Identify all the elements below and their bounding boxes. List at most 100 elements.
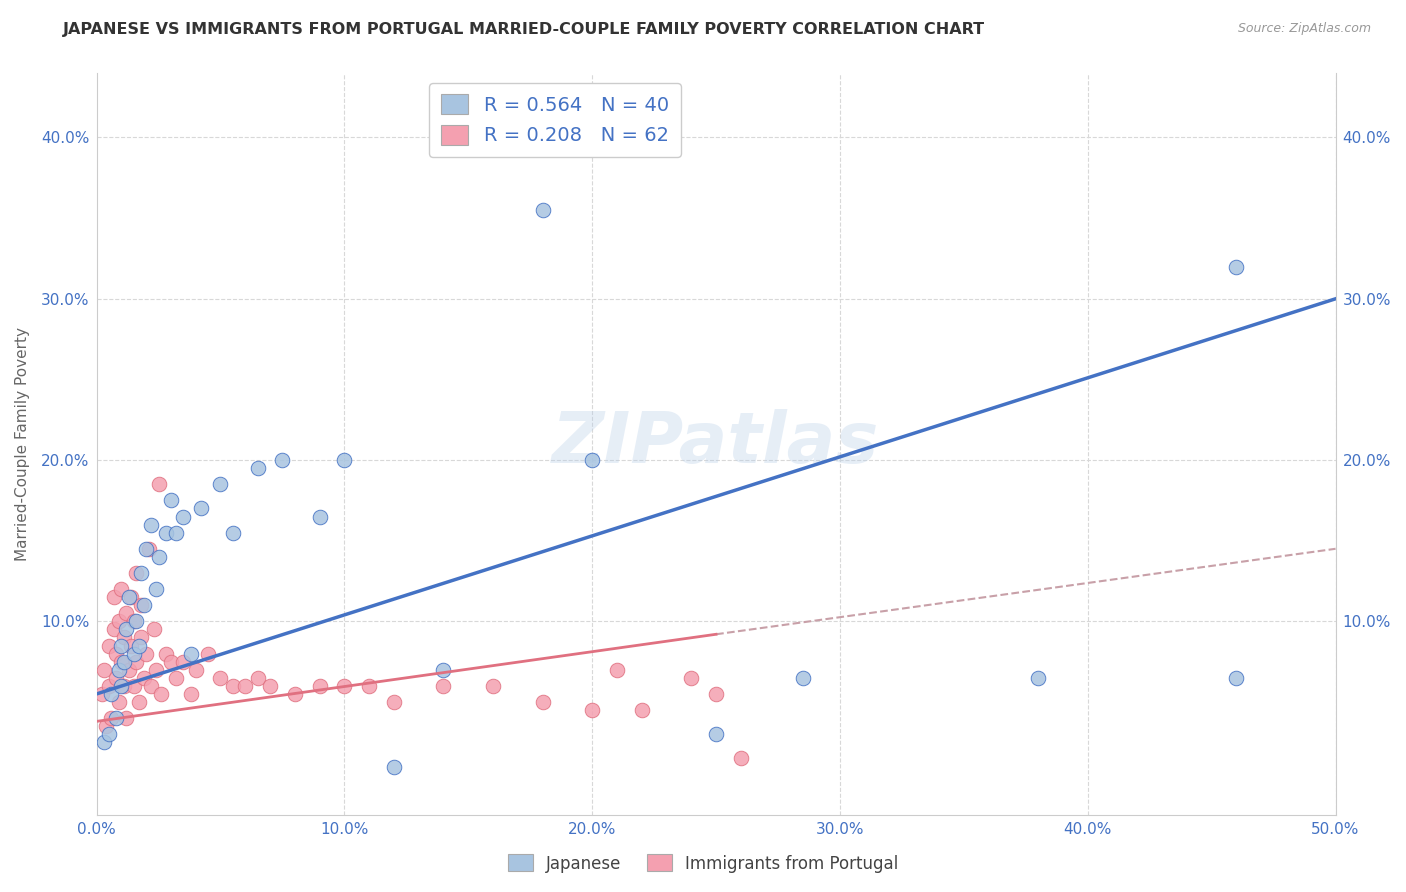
Legend: Japanese, Immigrants from Portugal: Japanese, Immigrants from Portugal [501,847,905,880]
Point [125,566,148,580]
Point [382,759,405,773]
Point [115,623,138,637]
Point [482,679,505,693]
Point [125,615,148,629]
Point [105,711,128,725]
Point [180,687,202,701]
Point [112,655,135,669]
Point [172,655,194,669]
Point [139,517,162,532]
Y-axis label: Married-Couple Family Poverty: Married-Couple Family Poverty [15,327,30,561]
Point [96,719,118,733]
Point [110,679,132,693]
Point [128,639,150,653]
Point [93,735,115,749]
Point [233,679,256,693]
Point [122,647,145,661]
Point [704,727,727,741]
Point [138,541,160,556]
Point [209,477,232,491]
Point [1225,260,1247,274]
Point [97,639,120,653]
Point [1225,671,1247,685]
Point [132,599,155,613]
Point [259,679,281,693]
Point [145,663,167,677]
Point [97,679,120,693]
Point [197,647,219,661]
Point [165,671,187,685]
Point [792,671,814,685]
Point [103,623,125,637]
Point [165,525,187,540]
Point [125,655,148,669]
Point [606,663,628,677]
Point [184,663,207,677]
Point [359,679,381,693]
Point [160,493,183,508]
Point [100,687,122,701]
Point [246,671,269,685]
Point [432,679,454,693]
Point [704,687,727,701]
Point [115,607,138,621]
Point [100,711,122,725]
Point [93,663,115,677]
Text: Source: ZipAtlas.com: Source: ZipAtlas.com [1237,22,1371,36]
Point [90,687,112,701]
Point [531,695,554,709]
Point [145,582,167,596]
Point [284,687,307,701]
Point [271,453,294,467]
Point [581,703,603,717]
Point [333,679,356,693]
Point [118,590,141,604]
Point [108,615,131,629]
Point [129,631,152,645]
Point [308,509,330,524]
Point [112,631,135,645]
Point [118,663,141,677]
Point [222,679,245,693]
Point [730,751,752,765]
Point [160,655,183,669]
Point [110,639,132,653]
Point [630,703,652,717]
Point [139,679,162,693]
Point [246,461,269,475]
Point [155,525,177,540]
Point [103,590,125,604]
Point [122,679,145,693]
Point [1026,671,1049,685]
Point [148,549,170,564]
Point [120,639,142,653]
Point [149,687,172,701]
Point [122,615,145,629]
Point [108,695,131,709]
Point [531,203,554,218]
Legend: R = 0.564   N = 40, R = 0.208   N = 62: R = 0.564 N = 40, R = 0.208 N = 62 [429,83,681,157]
Point [180,647,202,661]
Point [128,695,150,709]
Point [432,663,454,677]
Point [135,647,157,661]
Point [120,590,142,604]
Point [155,647,177,661]
Point [97,727,120,741]
Point [148,477,170,491]
Point [135,541,157,556]
Point [115,711,138,725]
Point [190,501,212,516]
Point [333,453,356,467]
Point [108,663,131,677]
Text: ZIPatlas: ZIPatlas [553,409,880,478]
Point [105,647,128,661]
Point [581,453,603,467]
Point [112,679,135,693]
Point [105,671,128,685]
Point [308,679,330,693]
Point [222,525,245,540]
Point [209,671,232,685]
Point [132,671,155,685]
Point [110,582,132,596]
